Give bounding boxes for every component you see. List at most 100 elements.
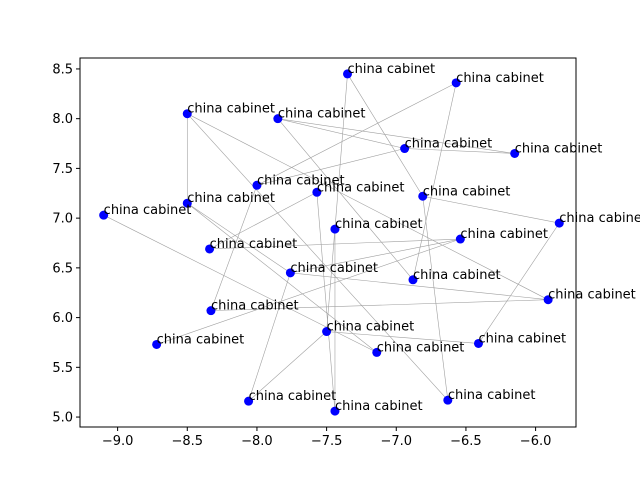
edge-line	[422, 196, 449, 401]
edge-line	[103, 214, 377, 353]
data-point-label: china cabinet	[559, 211, 640, 226]
edge-line	[187, 202, 291, 274]
data-point	[455, 234, 465, 244]
data-point-label: china cabinet	[456, 71, 544, 86]
data-point	[543, 295, 553, 305]
data-point-label: china cabinet	[405, 137, 493, 152]
y-tick-label: 8.0	[52, 112, 73, 127]
data-point	[418, 191, 428, 201]
y-tick-label: 5.0	[52, 411, 73, 426]
data-point-label: china cabinet	[210, 237, 298, 252]
data-point	[372, 347, 382, 357]
data-point-label: china cabinet	[335, 217, 423, 232]
x-tick-label: −8.0	[241, 434, 273, 449]
data-point-label: china cabinet	[157, 332, 245, 347]
data-point-label: china cabinet	[317, 180, 405, 195]
data-point-label: china cabinet	[327, 320, 415, 335]
data-point	[205, 244, 215, 254]
edge-line	[478, 222, 560, 344]
data-point	[510, 148, 520, 158]
edge-line	[326, 73, 348, 332]
data-point	[473, 338, 483, 348]
data-point	[252, 180, 262, 190]
x-tick-label: −9.0	[102, 434, 134, 449]
data-point	[400, 144, 410, 154]
edge-line	[156, 238, 461, 345]
data-point	[443, 395, 453, 405]
data-point-label: china cabinet	[104, 203, 192, 218]
edge-line	[256, 82, 457, 186]
edge-line	[248, 272, 291, 402]
data-point	[182, 109, 192, 119]
x-tick-label: −7.5	[311, 434, 343, 449]
edge-line	[210, 299, 549, 311]
edge-line	[256, 148, 405, 186]
edge-line	[347, 73, 423, 197]
edge-line	[209, 238, 461, 250]
data-point	[285, 268, 295, 278]
data-point	[99, 210, 109, 220]
data-point-label: china cabinet	[257, 173, 345, 188]
x-tick-label: −7.0	[380, 434, 412, 449]
edge-line	[248, 331, 327, 402]
data-point	[152, 339, 162, 349]
data-point-label: china cabinet	[348, 62, 436, 77]
edge-line	[290, 238, 461, 274]
edge-line	[187, 113, 549, 300]
data-point-label: china cabinet	[187, 191, 275, 206]
y-tick-label: 7.5	[52, 162, 73, 177]
edge-line	[316, 192, 336, 412]
data-point-label: china cabinet	[377, 340, 465, 355]
data-point	[330, 224, 340, 234]
data-point	[322, 327, 332, 337]
plot-area-frame	[79, 57, 577, 428]
edge-line	[187, 202, 377, 353]
data-point-label: china cabinet	[187, 102, 275, 117]
edge-line	[209, 192, 317, 250]
x-tick-label: −6.5	[450, 434, 482, 449]
edge-line	[277, 118, 515, 154]
data-point-label: china cabinet	[515, 141, 603, 156]
data-point-label: china cabinet	[478, 331, 566, 346]
data-point	[343, 69, 353, 79]
data-point-label: china cabinet	[460, 227, 548, 242]
points-layer	[99, 69, 564, 416]
data-point	[408, 275, 418, 285]
data-point-label: china cabinet	[423, 184, 511, 199]
edge-line	[277, 118, 405, 149]
data-point	[312, 187, 322, 197]
data-point	[273, 114, 283, 124]
y-tick-label: 5.5	[52, 361, 73, 376]
x-axis-ticks: −9.0 −8.5 −8.0 −7.5 −7.0 −6.5 −6.0	[102, 427, 552, 449]
edges-layer	[103, 73, 560, 412]
y-axis-ticks: 5.0 5.5 6.0 6.5 7.0 7.5 8.0 8.5	[52, 62, 80, 426]
edge-line	[422, 195, 560, 224]
data-point-label: china cabinet	[211, 299, 299, 314]
edge-line	[290, 272, 549, 300]
y-tick-label: 6.0	[52, 311, 73, 326]
y-tick-label: 7.0	[52, 212, 73, 227]
data-point	[330, 406, 340, 416]
x-tick-label: −6.0	[520, 434, 552, 449]
data-point-label: china cabinet	[278, 107, 366, 122]
data-point	[182, 198, 192, 208]
x-tick-label: −8.5	[171, 434, 203, 449]
y-tick-label: 6.5	[52, 261, 73, 276]
edge-line	[326, 331, 479, 344]
edge-line	[277, 118, 414, 280]
y-tick-label: 8.5	[52, 62, 73, 77]
edge-line	[187, 113, 449, 401]
data-point-label: china cabinet	[548, 288, 636, 303]
data-point	[554, 218, 564, 228]
data-point-label: china cabinet	[335, 399, 423, 414]
data-point-label: china cabinet	[413, 268, 501, 283]
data-point-label: china cabinet	[290, 261, 378, 276]
data-point-label: china cabinet	[249, 389, 337, 404]
data-point	[244, 396, 254, 406]
data-point-label: china cabinet	[448, 388, 536, 403]
data-point	[206, 306, 216, 316]
edge-line	[404, 148, 515, 154]
